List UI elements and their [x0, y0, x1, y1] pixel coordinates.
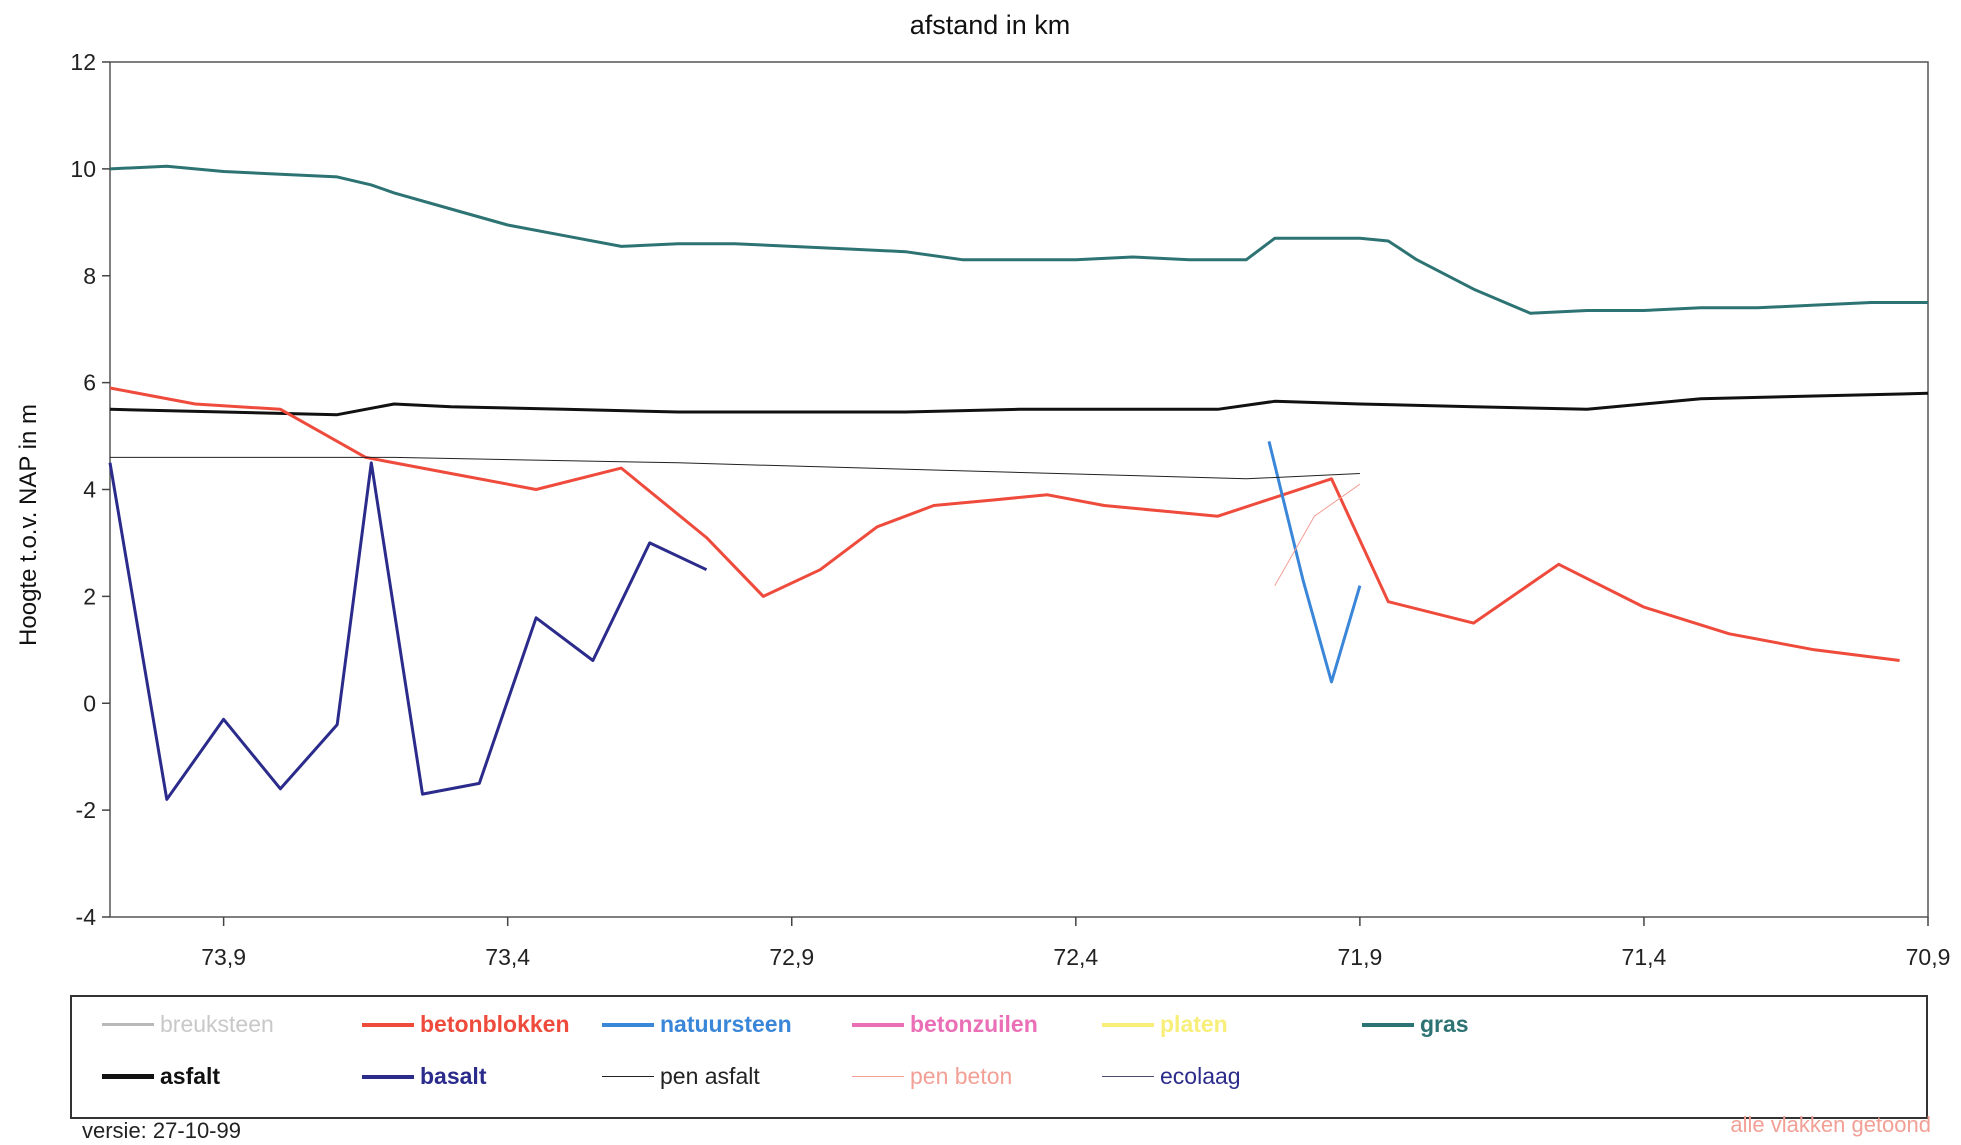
axes: 12 10 8 6 4 2 0 -2 -4 73,9 73,4 72,9 72,4 71,9 71,4 70,… [70, 49, 1950, 970]
series-asfalt [109, 391, 1929, 417]
y-tick-label: 10 [70, 156, 96, 182]
x-tick-label: 72,9 [769, 944, 814, 970]
series-layer [108, 164, 1929, 801]
series-betonblokken [109, 386, 1900, 662]
faces-note: alle vlakken getoond [1730, 1112, 1931, 1137]
legend-item-gras: gras [1362, 1011, 1469, 1038]
legend-label: platen [1160, 1011, 1228, 1037]
legend-label: breuksteen [160, 1011, 274, 1037]
legend-swatch [1102, 1076, 1154, 1077]
legend-swatch [602, 1076, 654, 1077]
legend-swatch [852, 1022, 904, 1027]
legend-item-pen-asfalt: pen asfalt [602, 1063, 760, 1090]
legend-swatch [362, 1074, 414, 1079]
legend-label: ecolaag [1160, 1063, 1241, 1089]
y-tick-label: -4 [76, 904, 97, 930]
series-natuursteen [1267, 441, 1362, 684]
y-tick-label: 4 [83, 477, 96, 503]
y-tick-label: 0 [83, 690, 96, 716]
y-tick-label: 8 [83, 263, 96, 289]
series-basalt [108, 461, 708, 801]
series-pen-beton [1274, 483, 1361, 586]
legend-item-natuursteen: natuursteen [602, 1011, 792, 1038]
legend-item-betonblokken: betonblokken [362, 1011, 570, 1038]
y-tick-label: -2 [76, 797, 96, 823]
legend-label: asfalt [160, 1063, 221, 1089]
legend-item-basalt: basalt [362, 1063, 486, 1090]
legend-item-betonzuilen: betonzuilen [852, 1011, 1038, 1038]
y-axis-label: Hoogte t.o.v. NAP in m [15, 404, 42, 646]
legend-label: natuursteen [660, 1011, 792, 1037]
legend-item-asfalt: asfalt [102, 1063, 220, 1090]
legend-label: betonblokken [420, 1011, 570, 1037]
legend-swatch [102, 1074, 154, 1079]
series-pen-asfalt [110, 456, 1360, 480]
series-gras [109, 164, 1928, 315]
legend-label: pen beton [910, 1063, 1013, 1089]
legend-swatch [362, 1022, 414, 1027]
y-tick-label: 2 [83, 583, 96, 609]
x-tick-label: 71,9 [1337, 944, 1382, 970]
legend-label: betonzuilen [910, 1011, 1038, 1037]
x-tick-label: 73,4 [485, 944, 530, 970]
y-tick-label: 6 [83, 370, 96, 396]
x-tick-label: 72,4 [1053, 944, 1098, 970]
x-tick-label: 73,9 [201, 944, 246, 970]
legend-swatch [852, 1076, 904, 1077]
legend-label: pen asfalt [660, 1063, 760, 1089]
legend-swatch [1362, 1022, 1414, 1027]
version-label: versie: 27-10-99 [82, 1118, 241, 1143]
legend-swatch [1102, 1022, 1154, 1027]
legend-item-pen-beton: pen beton [852, 1063, 1012, 1090]
legend-label: basalt [420, 1063, 487, 1089]
legend-item-platen: platen [1102, 1011, 1228, 1038]
chart: afstand in km Hoogte t.o.v. NAP in m 121… [15, 10, 1950, 970]
chart-title: afstand in km [910, 10, 1071, 40]
legend-swatch [602, 1022, 654, 1027]
x-tick-label: 70,9 [1906, 944, 1951, 970]
legend-item-breuksteen: breuksteen [102, 1011, 274, 1038]
legend-item-ecolaag: ecolaag [1102, 1063, 1241, 1090]
legend: breuksteen betonblokken natuursteen betonzu… [70, 995, 1928, 1119]
legend-label: gras [1420, 1011, 1469, 1037]
legend-swatch [102, 1023, 154, 1026]
y-tick-label: 12 [70, 49, 96, 75]
x-tick-label: 71,4 [1622, 944, 1667, 970]
